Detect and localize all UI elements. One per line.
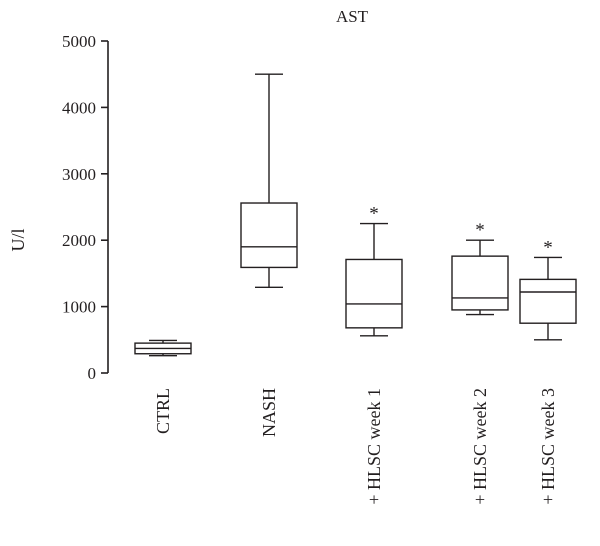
- box-group: *: [345, 204, 403, 337]
- x-axis-labels: CTRL NASH + HLSC week 1 + HLSC week 2 + HLSC…: [153, 388, 558, 505]
- x-tick-label: + HLSC week 2: [470, 388, 490, 505]
- box-series: * * *: [134, 73, 577, 357]
- iqr-box: [451, 255, 509, 311]
- box-group: [240, 73, 298, 289]
- iqr-box: [240, 202, 298, 269]
- y-axis-label: U/l: [8, 228, 28, 251]
- iqr-box: [519, 278, 577, 324]
- x-tick-label: + HLSC week 3: [538, 388, 558, 505]
- y-axis-ticks: 0 1000 2000 3000 4000 5000: [62, 32, 108, 383]
- x-tick-label: NASH: [259, 388, 279, 437]
- y-tick-label: 3000: [62, 165, 96, 184]
- box-group: *: [451, 220, 509, 316]
- y-tick-label: 1000: [62, 298, 96, 317]
- significance-marker: *: [369, 204, 379, 225]
- x-tick-label: CTRL: [153, 388, 173, 434]
- y-tick-label: 0: [88, 364, 97, 383]
- chart-title: AST: [336, 7, 369, 26]
- x-tick-label: + HLSC week 1: [364, 388, 384, 505]
- significance-marker: *: [475, 220, 485, 241]
- significance-marker: *: [543, 237, 553, 258]
- y-tick-label: 4000: [62, 98, 96, 117]
- y-tick-label: 5000: [62, 32, 96, 51]
- iqr-box: [345, 258, 403, 329]
- box-group: [134, 339, 192, 357]
- box-group: *: [519, 237, 577, 341]
- y-tick-label: 2000: [62, 231, 96, 250]
